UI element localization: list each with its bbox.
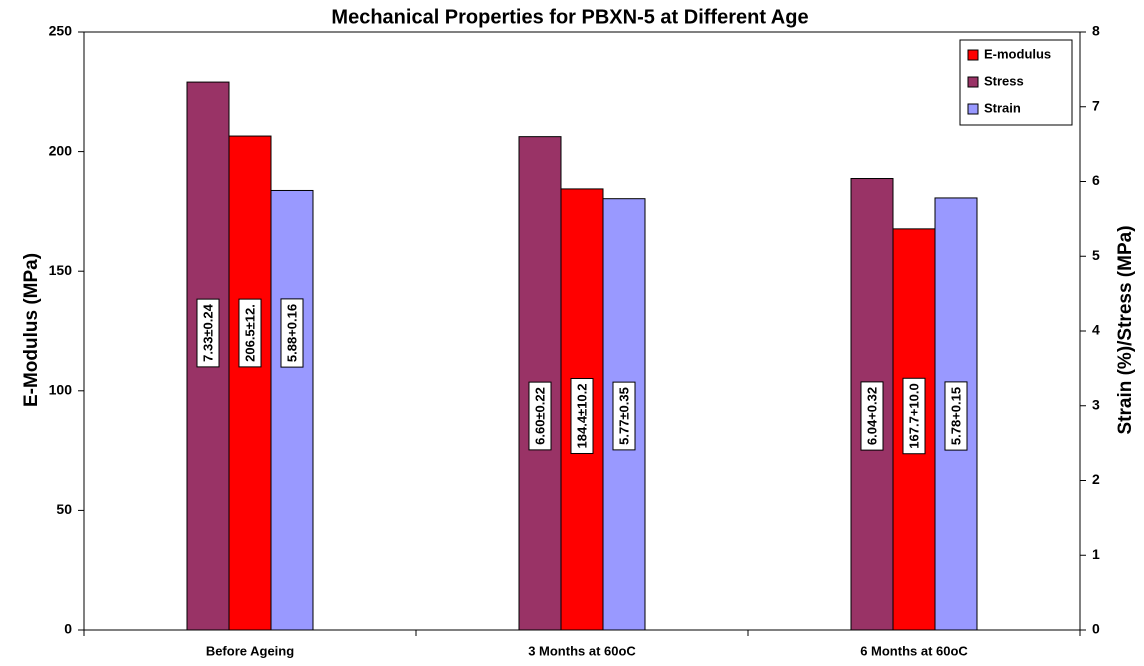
y2-tick-label: 0 bbox=[1092, 621, 1100, 637]
data-label-text: 184.4±10.2 bbox=[574, 384, 589, 449]
legend-box bbox=[959, 39, 1073, 126]
x-tick-label: 3 Months at 60oC bbox=[528, 643, 636, 658]
data-label: 6.60±0.22 bbox=[528, 381, 552, 451]
bar bbox=[228, 135, 272, 631]
x-tick-label: Before Ageing bbox=[206, 643, 294, 658]
x-tick-label: 6 Months at 60oC bbox=[860, 643, 968, 658]
data-label: 5.77±0.35 bbox=[612, 381, 636, 451]
y-tick-label: 100 bbox=[49, 382, 73, 398]
y2-tick-label: 6 bbox=[1092, 172, 1100, 188]
legend-label: E-modulus bbox=[984, 46, 1051, 61]
data-label-text: 167.7+10.0 bbox=[906, 383, 921, 448]
data-label-box bbox=[612, 381, 636, 451]
data-label-text: 5.77±0.35 bbox=[616, 387, 631, 445]
data-label: 184.4±10.2 bbox=[570, 378, 594, 454]
legend-label: Strain bbox=[984, 100, 1021, 115]
data-label-box bbox=[196, 298, 220, 368]
legend: E-modulus Stress Strain bbox=[959, 39, 1073, 126]
data-label: 6.04+0.32 bbox=[860, 381, 884, 451]
y2-tick-label: 8 bbox=[1092, 23, 1100, 39]
data-label: 5.78+0.15 bbox=[944, 381, 968, 451]
y2-tick-label: 5 bbox=[1092, 247, 1100, 263]
y2-tick-label: 3 bbox=[1092, 396, 1100, 412]
data-label-box bbox=[528, 381, 552, 451]
data-label-box bbox=[238, 298, 262, 368]
y2-tick-label: 4 bbox=[1092, 322, 1100, 338]
y-tick-label: 150 bbox=[49, 262, 73, 278]
legend-swatch bbox=[967, 76, 979, 88]
data-label-box bbox=[860, 381, 884, 451]
y-tick-label: 200 bbox=[49, 142, 73, 158]
y2-tick-label: 7 bbox=[1092, 97, 1100, 113]
bar bbox=[270, 189, 314, 631]
data-label-box bbox=[570, 378, 594, 454]
legend-swatch bbox=[967, 103, 979, 115]
legend-label: Stress bbox=[984, 73, 1024, 88]
y2-tick-label: 2 bbox=[1092, 471, 1100, 487]
y-tick-label: 250 bbox=[49, 23, 73, 39]
data-label-text: 5.78+0.15 bbox=[948, 387, 963, 445]
data-label-box bbox=[280, 298, 304, 368]
data-label-text: 7.33±0.24 bbox=[200, 303, 215, 362]
data-label-text: 206.5±12. bbox=[242, 304, 257, 362]
data-label-text: 5.88+0.16 bbox=[284, 304, 299, 362]
data-label-text: 6.04+0.32 bbox=[864, 387, 879, 445]
y2-axis-label: Strain (%)/Stress (MPa) bbox=[1115, 225, 1136, 434]
data-label: 167.7+10.0 bbox=[902, 377, 926, 455]
y2-tick-label: 1 bbox=[1092, 546, 1100, 562]
data-label: 5.88+0.16 bbox=[280, 298, 304, 368]
data-label-box bbox=[902, 377, 926, 455]
bar bbox=[934, 197, 978, 631]
y-axis-label: E-Modulus (MPa) bbox=[21, 253, 42, 407]
data-label-box bbox=[944, 381, 968, 451]
legend-swatch bbox=[967, 49, 979, 61]
chart-title: Mechanical Properties for PBXN-5 at Diff… bbox=[331, 6, 808, 28]
data-label: 7.33±0.24 bbox=[196, 298, 220, 368]
y-tick-label: 0 bbox=[64, 621, 72, 637]
data-label-text: 6.60±0.22 bbox=[532, 387, 547, 445]
data-label: 206.5±12. bbox=[238, 298, 262, 368]
y-tick-label: 50 bbox=[56, 501, 72, 517]
